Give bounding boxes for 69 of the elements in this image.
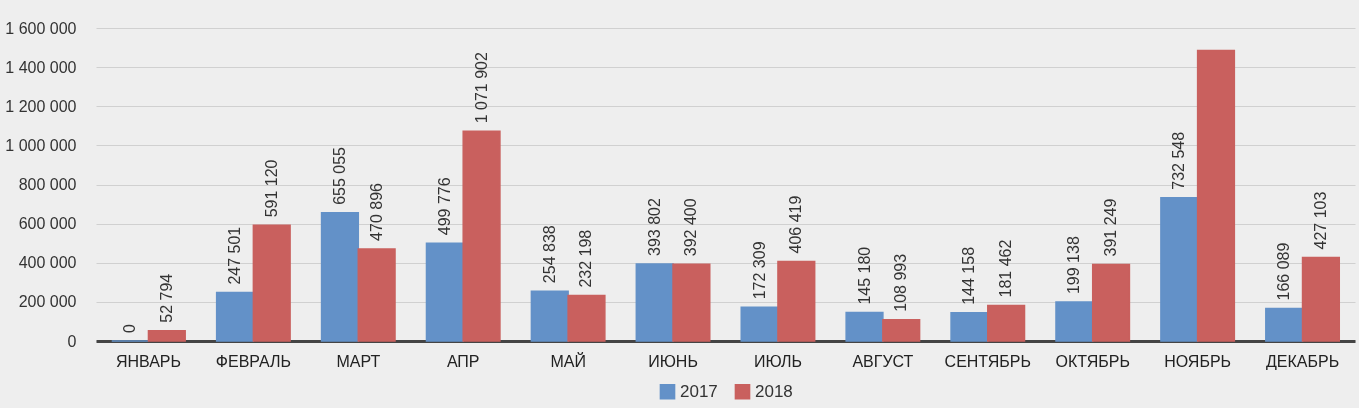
data-label: 591 120 — [262, 159, 280, 218]
y-tick-label: 600 000 — [18, 215, 77, 233]
bar — [147, 329, 186, 342]
data-label: 427 103 — [1311, 191, 1329, 250]
data-label: 145 180 — [855, 246, 873, 305]
y-tick-label: 0 — [67, 332, 77, 350]
bar — [320, 212, 360, 342]
bar — [425, 242, 464, 342]
y-tick-label: 800 000 — [18, 176, 77, 193]
y-tick-label: 1 200 000 — [5, 97, 77, 115]
x-tick-label: АВГУСТ — [852, 352, 914, 370]
data-label: 144 158 — [960, 246, 978, 305]
bar — [1301, 256, 1341, 342]
bar — [950, 312, 989, 342]
bar — [1196, 49, 1236, 342]
bar — [1160, 196, 1199, 342]
x-tick-label: МАЙ — [550, 351, 586, 370]
y-tick-label: 1 000 000 — [5, 136, 77, 154]
data-label: 254 838 — [540, 225, 558, 284]
bar — [1055, 301, 1094, 342]
data-label: 470 896 — [367, 182, 385, 241]
bar — [1091, 263, 1131, 342]
data-label: 172 309 — [750, 241, 768, 300]
y-tick-label: 400 000 — [18, 254, 77, 272]
data-label: 732 548 — [1170, 131, 1188, 190]
data-label: 108 993 — [892, 253, 910, 312]
x-tick-label: НОЯБРЬ — [1164, 352, 1232, 370]
data-label: 1 071 902 — [472, 52, 490, 124]
data-label: 0 — [121, 324, 139, 333]
y-tick-label: 200 000 — [18, 293, 77, 311]
data-label: 406 419 — [787, 195, 805, 254]
bar — [845, 311, 884, 342]
data-label: 391 249 — [1102, 198, 1120, 257]
legend-label: 2018 — [755, 381, 793, 401]
x-tick-label: ФЕВРАЛЬ — [215, 352, 291, 370]
data-label: 181 462 — [997, 239, 1015, 298]
bar — [740, 306, 779, 342]
data-label: 499 776 — [435, 177, 453, 236]
x-tick-label: ИЮНЬ — [648, 352, 698, 370]
x-tick-label: ИЮЛЬ — [753, 352, 802, 370]
y-tick-label: 1 600 000 — [5, 19, 77, 37]
data-label: 392 400 — [682, 198, 700, 257]
x-tick-label: МАРТ — [336, 352, 381, 370]
bar — [882, 318, 921, 342]
bar — [1265, 307, 1304, 342]
bar — [252, 224, 291, 342]
bar — [215, 291, 255, 342]
data-label: 393 802 — [645, 198, 663, 256]
bar — [672, 263, 711, 342]
x-tick-label: АПР — [446, 352, 480, 370]
data-label: 247 501 — [226, 226, 244, 285]
x-tick-label: ДЕКАБРЬ — [1265, 352, 1340, 370]
x-tick-label: ОКТЯБРЬ — [1055, 352, 1130, 370]
bar — [567, 294, 606, 342]
bar — [462, 130, 501, 342]
bar — [357, 248, 396, 342]
bar — [987, 304, 1026, 342]
data-label: 655 055 — [330, 146, 348, 205]
bar — [635, 263, 674, 342]
bar — [777, 260, 816, 342]
legend-label: 2017 — [680, 381, 718, 401]
x-tick-label: ЯНВАРЬ — [115, 352, 182, 370]
bar — [530, 290, 569, 342]
data-label: 52 794 — [157, 273, 175, 323]
x-tick-label: СЕНТЯБРЬ — [944, 352, 1032, 370]
y-tick-label: 1 400 000 — [5, 58, 77, 76]
data-label: 166 089 — [1275, 242, 1293, 301]
data-label: 232 198 — [577, 229, 595, 288]
data-label: 199 138 — [1065, 236, 1083, 295]
